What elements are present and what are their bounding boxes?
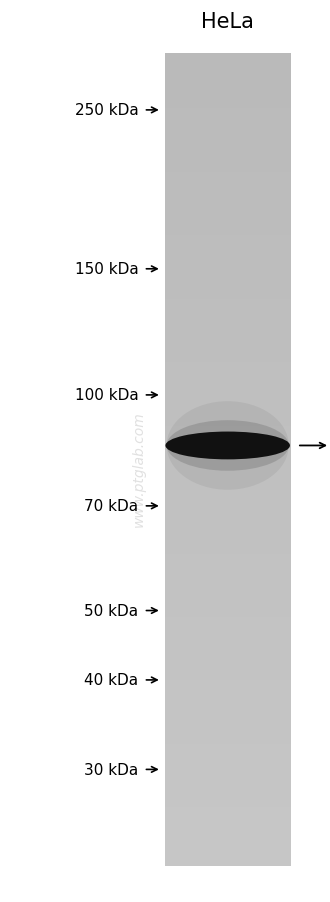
Text: www.ptglab.com: www.ptglab.com — [132, 411, 146, 527]
Text: 150 kDa: 150 kDa — [75, 262, 139, 277]
Text: 50 kDa: 50 kDa — [84, 603, 139, 619]
Ellipse shape — [167, 401, 289, 490]
Text: 70 kDa: 70 kDa — [84, 499, 139, 514]
Text: 250 kDa: 250 kDa — [75, 103, 139, 118]
Ellipse shape — [167, 420, 289, 471]
Text: HeLa: HeLa — [201, 12, 254, 32]
Ellipse shape — [165, 432, 290, 460]
Text: 100 kDa: 100 kDa — [75, 388, 139, 403]
Text: 30 kDa: 30 kDa — [84, 762, 139, 777]
Text: 40 kDa: 40 kDa — [84, 673, 139, 687]
